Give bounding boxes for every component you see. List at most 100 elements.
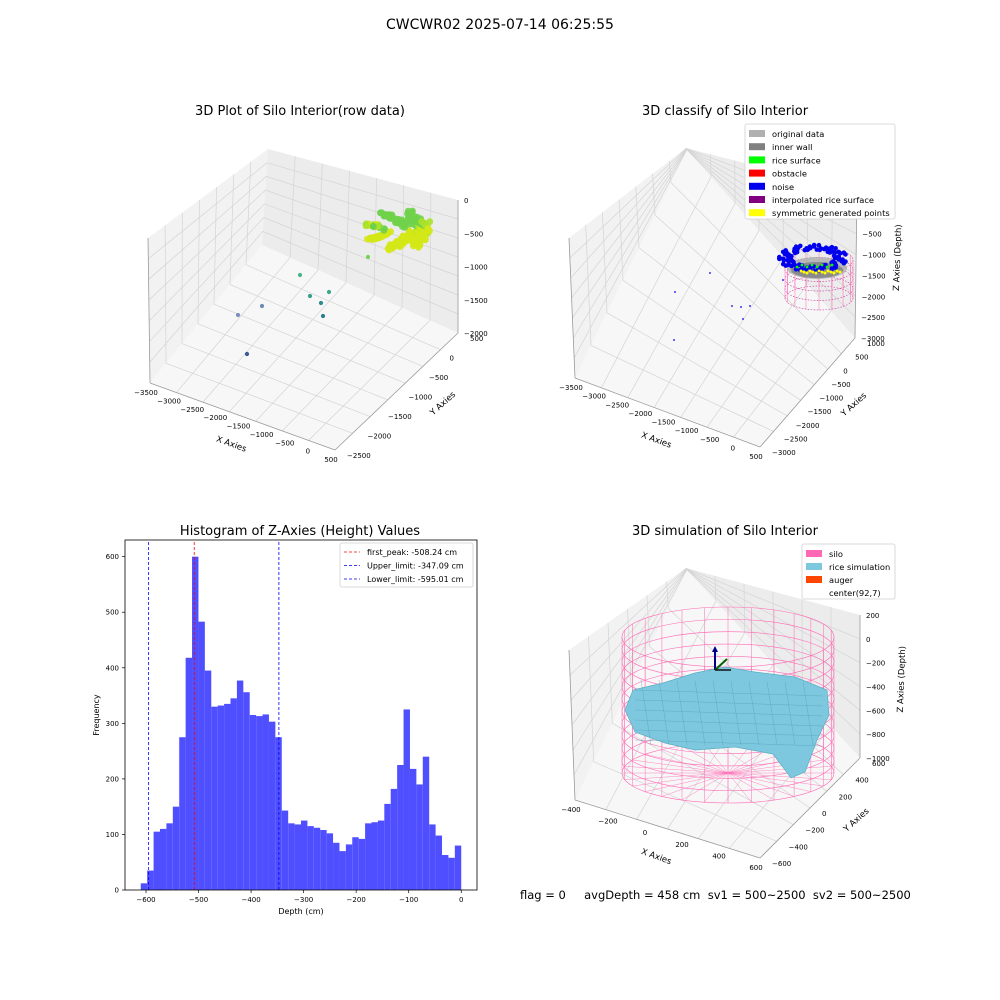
- p2-noise-point: [830, 249, 836, 254]
- p2-x-tick-label: −500: [700, 436, 719, 444]
- p2-pane-floor: [575, 150, 855, 447]
- p2-noise-point: [742, 318, 744, 320]
- histogram-y-tick-label: 0: [115, 887, 119, 895]
- p1-x-tick-label: −1500: [227, 423, 251, 431]
- p1-grid-floor: [229, 282, 347, 412]
- p2-z-tick-label: −3000: [861, 335, 885, 343]
- p4-legend-label: center(92,7): [829, 588, 881, 598]
- histogram-bar: [409, 768, 417, 890]
- p1-data-point: [318, 300, 324, 306]
- p1-grid-z: [149, 230, 459, 363]
- p2-legend-swatch: [749, 196, 765, 203]
- p2-grid-floor: [653, 230, 760, 408]
- p1-x-tick-label: −2000: [204, 414, 228, 422]
- histogram-y-tick-label: 100: [106, 831, 119, 839]
- histogram-bar: [140, 883, 148, 890]
- p1-grid-wall: [289, 156, 296, 258]
- p1-grid-wall: [245, 161, 252, 265]
- p1-y-tick-label: 0: [450, 355, 454, 363]
- histogram-x-tick-label: −200: [347, 896, 366, 904]
- p2-x-tick-label: −3500: [559, 384, 583, 392]
- p2-legend-label: interpolated rice surface: [772, 195, 874, 205]
- p1-y-tick-label: −2000: [368, 433, 392, 441]
- p2-z-tick-label: −2500: [861, 314, 885, 322]
- p1-pane-left: [148, 149, 268, 383]
- p2-legend-label: symmetric generated points: [772, 208, 890, 218]
- p4-y-tick-label: −400: [789, 843, 808, 851]
- p4-x-tick-label: 400: [712, 852, 725, 860]
- p2-rice-surface-point: [820, 263, 824, 267]
- panel1-title: 3D Plot of Silo Interior(row data): [195, 104, 405, 119]
- p2-noise-point: [829, 244, 835, 250]
- p1-grid-floor: [281, 307, 403, 432]
- p4-legend-swatch: [806, 563, 822, 570]
- p1-axis-edge: [149, 382, 336, 451]
- p2-noise-point: [777, 256, 782, 262]
- p2-y-tick-label: −2500: [784, 435, 808, 443]
- histogram-legend-label: Lower_limit: -595.01 cm: [367, 575, 464, 584]
- histogram-bar: [281, 810, 289, 890]
- p2-legend-label: inner wall: [772, 142, 812, 152]
- p4-y-tick-label: 0: [822, 810, 826, 818]
- p2-legend-label: original data: [772, 129, 824, 139]
- figure-suptitle: CWCWR02 2025-07-14 06:25:55: [386, 17, 614, 33]
- p1-z-tick-label: −2000: [464, 330, 488, 338]
- p2-symmetric-point: [799, 269, 803, 273]
- p1-data-point: [426, 227, 433, 235]
- p1-grid-wall: [429, 192, 432, 321]
- histogram-bar: [179, 737, 186, 890]
- p1-data-point: [411, 240, 418, 248]
- p1-data-point: [362, 222, 370, 230]
- p2-noise-point: [836, 254, 841, 259]
- p2-y-tick-label: −3000: [772, 449, 796, 457]
- p2-legend-label: rice surface: [772, 155, 821, 165]
- rice-surface-mesh: [634, 689, 824, 697]
- p4-x-tick-label: −200: [598, 818, 617, 826]
- p4-z-tick-label: 0: [866, 636, 870, 644]
- p2-legend-swatch: [749, 130, 765, 137]
- p1-grid-wall: [164, 225, 167, 364]
- histogram-bar: [333, 842, 340, 890]
- p1-data-point: [408, 208, 415, 216]
- rice-surface-mesh: [676, 680, 688, 746]
- silo-wireframe: [661, 772, 729, 797]
- histogram-bar: [268, 721, 276, 890]
- p2-noise-point: [731, 305, 733, 307]
- p4-x-axis-label: X Axies: [640, 847, 673, 867]
- p2-noise-point: [709, 272, 711, 274]
- p2-grid-floor: [622, 279, 801, 401]
- p4-z-tick-label: −200: [866, 660, 885, 668]
- p4-axis-edge: [568, 649, 576, 801]
- p2-symmetric-point: [802, 270, 806, 274]
- p2-grid-wall: [618, 199, 624, 281]
- p2-symmetric-point: [808, 269, 812, 273]
- p2-rice-surface-point: [805, 265, 809, 269]
- p1-z-tick-label: −1000: [464, 264, 488, 272]
- silo-wireframe: [624, 772, 729, 780]
- p2-z-tick-label: −2000: [862, 293, 886, 301]
- auger-axis-y: [714, 658, 728, 671]
- p2-legend-swatch: [749, 156, 765, 164]
- p2-legend-swatch: [749, 182, 765, 190]
- histogram-bar: [435, 835, 443, 890]
- p4-y-tick-label: 400: [855, 777, 868, 785]
- p1-grid-floor: [255, 295, 375, 422]
- histogram-bar: [371, 822, 378, 890]
- histogram-bar: [211, 706, 218, 890]
- p2-x-tick-label: −2500: [605, 401, 629, 409]
- histogram-bar: [166, 823, 173, 890]
- silo-wireframe: [681, 745, 729, 774]
- p2-y-tick-label: −500: [831, 381, 850, 389]
- histogram-axes-frame: [124, 539, 478, 891]
- p1-y-tick-label: −2500: [347, 452, 371, 460]
- p1-pane-right: [262, 149, 458, 333]
- p1-data-point: [235, 312, 241, 318]
- histogram-x-tick-label: −100: [399, 896, 418, 904]
- p1-axis-edge: [147, 237, 151, 384]
- p4-z-tick-label: −1000: [866, 755, 890, 763]
- histogram-bar: [403, 709, 410, 890]
- p2-grid-floor: [670, 182, 842, 354]
- p2-grid-wall: [652, 173, 656, 216]
- p1-y-tick-label: −1500: [388, 413, 412, 421]
- p2-pane-left: [569, 148, 687, 378]
